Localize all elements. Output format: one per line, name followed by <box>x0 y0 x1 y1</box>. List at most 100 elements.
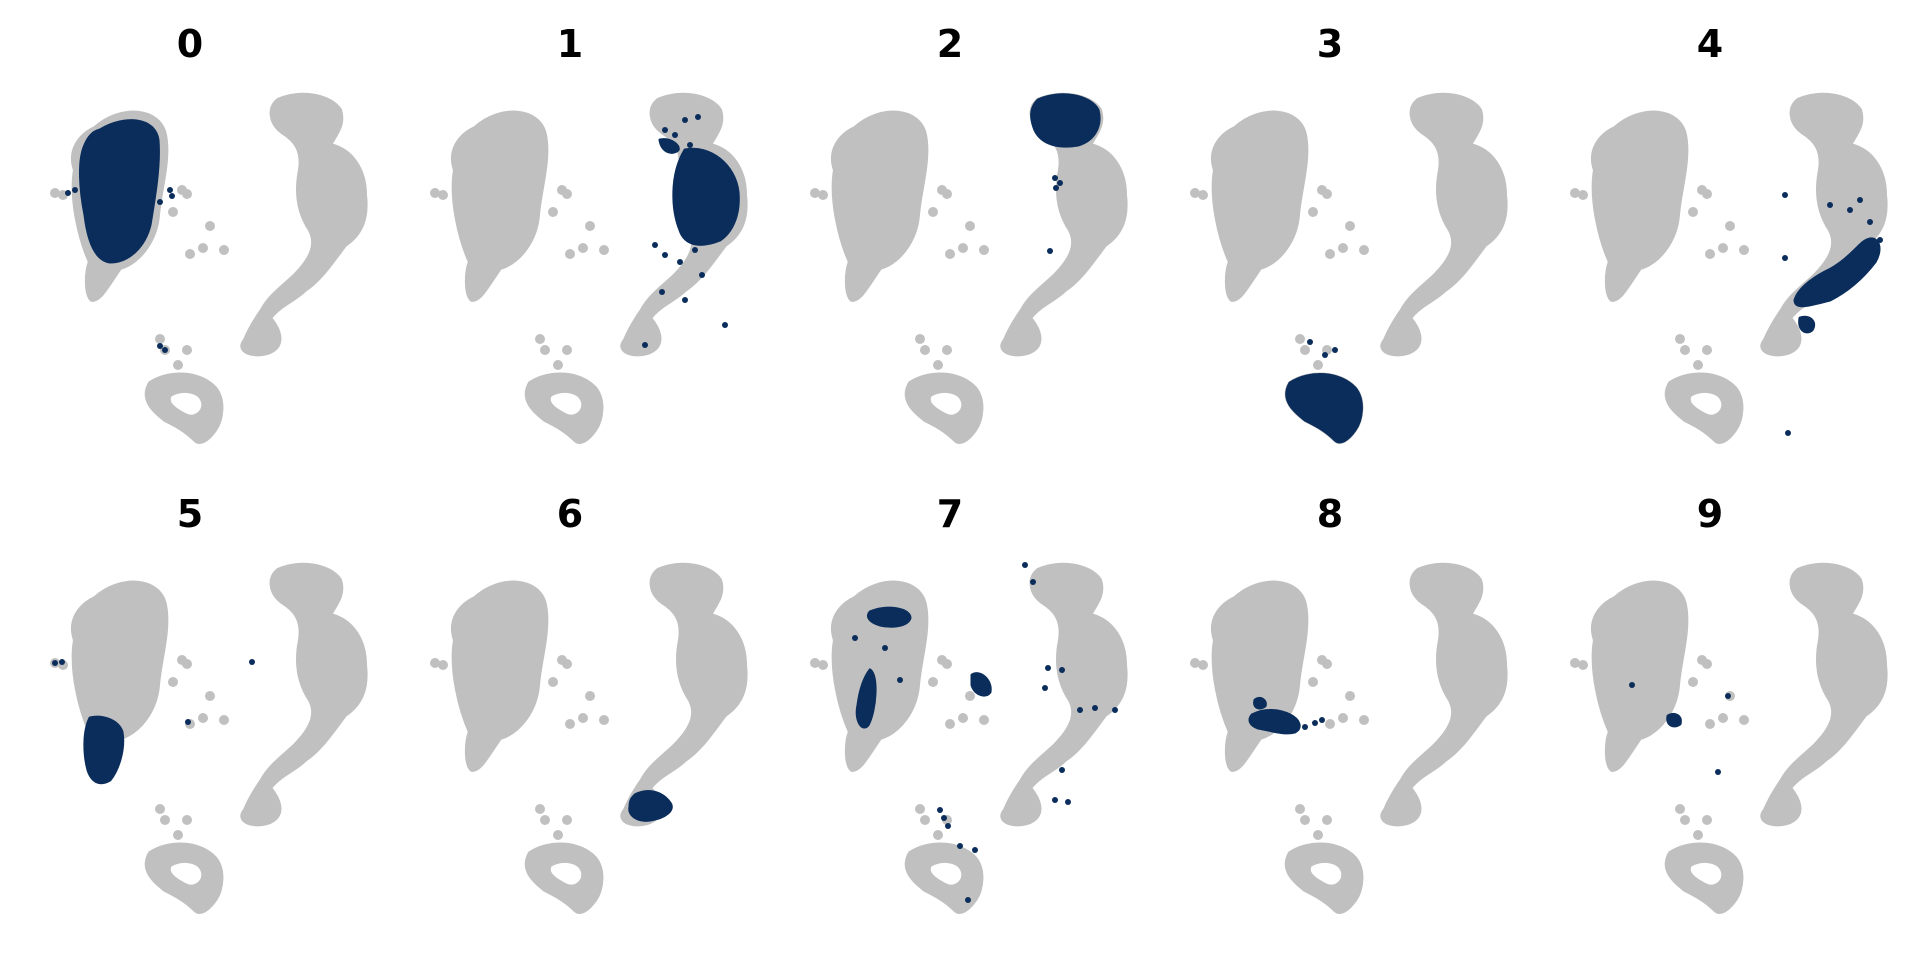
highlighted-cell <box>672 132 678 138</box>
background-cell <box>965 221 975 231</box>
background-cell <box>979 715 989 725</box>
background-cell <box>1359 715 1369 725</box>
background-cell <box>50 188 60 198</box>
highlighted-cell <box>169 193 175 199</box>
umap-panel-0: 0 <box>0 0 380 460</box>
highlighted-cell <box>1847 207 1853 213</box>
highlighted-cell <box>1629 682 1635 688</box>
background-cell <box>578 713 588 723</box>
highlighted-cell <box>1030 579 1036 585</box>
background-cell <box>1718 713 1728 723</box>
umap-scatter <box>1570 92 1888 444</box>
umap-panel-4: 4 <box>1520 0 1900 460</box>
highlighted-cell <box>1057 180 1063 186</box>
highlighted-cell-region <box>1798 315 1816 334</box>
cell-island <box>524 372 604 444</box>
umap-panel-6: 6 <box>380 470 760 930</box>
background-cell <box>1693 830 1703 840</box>
umap-scatter <box>50 92 368 444</box>
background-cell <box>535 334 545 344</box>
cell-island <box>451 110 549 302</box>
cell-island <box>1284 842 1364 914</box>
highlighted-cell <box>1312 720 1318 726</box>
background-cell <box>1198 660 1208 670</box>
background-cell <box>430 658 440 668</box>
background-cells <box>1190 562 1508 914</box>
highlighted-cell <box>1785 430 1791 436</box>
background-cell <box>160 815 170 825</box>
background-cell <box>198 243 208 253</box>
cell-island <box>524 842 604 914</box>
background-cell <box>548 677 558 687</box>
background-cell <box>540 815 550 825</box>
background-cell <box>1688 207 1698 217</box>
background-cell <box>958 243 968 253</box>
background-cell <box>205 691 215 701</box>
background-cell <box>1190 658 1200 668</box>
umap-panel-7: 7 <box>760 470 1140 930</box>
background-cell <box>1739 245 1749 255</box>
cell-island <box>1664 842 1744 914</box>
background-cell <box>168 207 178 217</box>
background-cell <box>965 691 975 701</box>
highlighted-cell <box>1112 707 1118 713</box>
background-cell <box>1702 659 1712 669</box>
umap-scatter <box>430 562 748 914</box>
panel-title: 9 <box>1696 492 1724 536</box>
cell-island <box>1211 110 1309 302</box>
cell-island <box>451 580 549 772</box>
panel-title: 4 <box>1696 22 1724 66</box>
cell-island <box>1760 92 1888 357</box>
background-cell <box>219 715 229 725</box>
background-cell <box>535 804 545 814</box>
background-cell <box>540 345 550 355</box>
cell-island <box>831 580 929 772</box>
background-cell <box>945 719 955 729</box>
umap-panel-5: 5 <box>0 470 380 930</box>
umap-scatter <box>50 562 368 914</box>
background-cells <box>1570 562 1888 914</box>
highlighted-cell <box>1857 197 1863 203</box>
highlighted-cell <box>941 815 947 821</box>
highlighted-cell <box>1715 769 1721 775</box>
highlighted-cell <box>682 117 688 123</box>
background-cell <box>945 249 955 259</box>
background-cell <box>1322 189 1332 199</box>
umap-panel-3: 3 <box>1140 0 1520 460</box>
highlighted-cell <box>72 187 78 193</box>
umap-scatter <box>810 92 1128 444</box>
background-cell <box>1702 345 1712 355</box>
umap-scatter <box>1190 562 1508 914</box>
highlighted-cell <box>139 222 145 228</box>
highlighted-cell <box>1052 175 1058 181</box>
cluster-9-cells <box>1629 682 1731 775</box>
highlighted-cell <box>687 142 693 148</box>
highlighted-cell-region <box>1248 709 1301 735</box>
background-cell <box>562 815 572 825</box>
panel-title: 2 <box>936 22 964 66</box>
cell-island <box>240 562 368 827</box>
umap-scatter <box>1570 562 1888 914</box>
panel-title: 8 <box>1316 492 1344 536</box>
background-cell <box>1190 188 1200 198</box>
background-cell <box>979 245 989 255</box>
background-cell <box>1578 190 1588 200</box>
highlighted-cell <box>147 207 153 213</box>
background-cell <box>933 830 943 840</box>
highlighted-cell <box>1053 185 1059 191</box>
cell-island <box>620 562 748 827</box>
highlighted-cell <box>1022 562 1028 568</box>
background-cells <box>50 562 368 914</box>
background-cell <box>810 658 820 668</box>
background-cell <box>182 189 192 199</box>
background-cell <box>818 190 828 200</box>
highlighted-cell <box>142 229 148 235</box>
highlighted-cell <box>59 659 65 665</box>
background-cell <box>562 345 572 355</box>
background-cell <box>1338 713 1348 723</box>
highlighted-cell <box>652 242 658 248</box>
cell-island <box>1591 580 1689 772</box>
background-cell <box>933 360 943 370</box>
background-cell <box>942 345 952 355</box>
highlighted-cell <box>1877 237 1883 243</box>
